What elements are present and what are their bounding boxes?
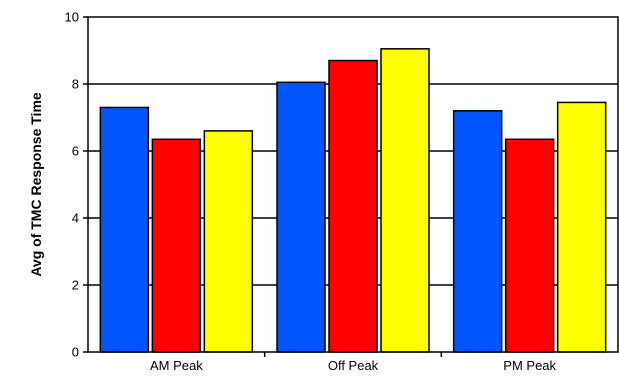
bar-off-peak-series-1 (276, 81, 326, 353)
bar-am-peak-series-3 (203, 130, 254, 353)
x-tick-label-pm-peak: PM Peak (503, 358, 556, 373)
bar-pm-peak-series-1 (452, 110, 503, 353)
y-axis-ticks: 0 2 4 6 8 10 (65, 10, 88, 360)
x-tick-label-off-peak: Off Peak (328, 358, 379, 373)
x-tick-label-am-peak: AM Peak (150, 358, 203, 373)
x-axis-ticks: AM Peak Off Peak PM Peak (150, 352, 557, 373)
bar-am-peak-series-1 (99, 106, 150, 353)
bars (99, 48, 607, 353)
bar-pm-peak-series-3 (556, 101, 607, 353)
bar-off-peak-series-2 (328, 59, 378, 353)
y-tick-label-6: 6 (72, 144, 79, 159)
y-axis-label: Avg of TMC Response Time (28, 92, 44, 277)
bar-pm-peak-series-2 (504, 138, 555, 353)
y-tick-label-8: 8 (72, 77, 79, 92)
bar-off-peak-series-3 (380, 48, 430, 353)
bar-am-peak-series-2 (151, 138, 202, 353)
y-tick-label-10: 10 (65, 10, 79, 25)
y-tick-label-4: 4 (72, 211, 79, 226)
y-tick-label-0: 0 (72, 345, 79, 360)
plot-frame (87, 16, 619, 353)
y-tick-label-2: 2 (72, 278, 79, 293)
